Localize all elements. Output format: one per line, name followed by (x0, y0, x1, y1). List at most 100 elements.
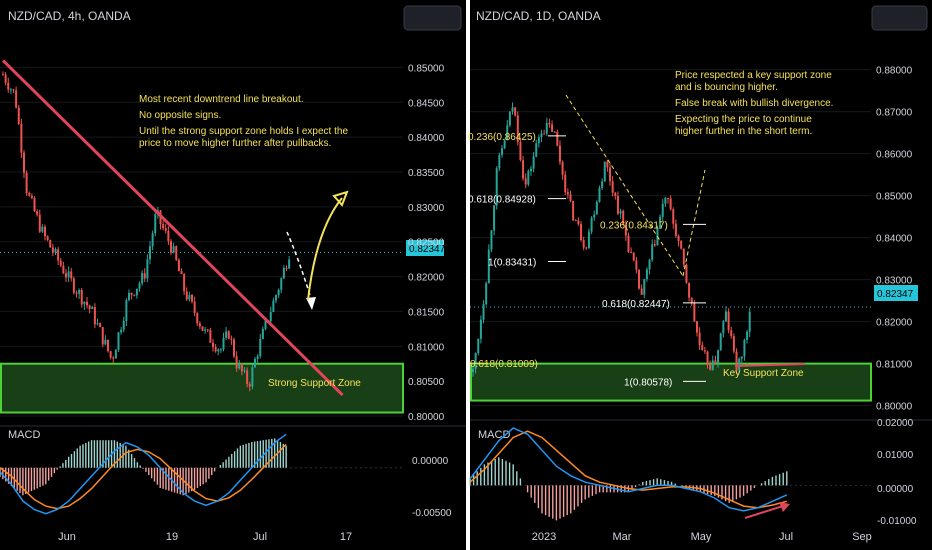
candle-body (508, 111, 511, 126)
left-note-line-1: Most recent downtrend line breakout. (139, 94, 304, 105)
price-tick-label: 0.80000 (876, 402, 913, 413)
right-note-line-4: Expecting the price to continue (675, 114, 812, 125)
candle-body (727, 311, 730, 331)
candle-body (556, 131, 559, 146)
price-tick-label: 0.81500 (408, 307, 445, 318)
divergence-arrowhead-icon (779, 502, 790, 512)
candle-body (511, 107, 514, 112)
candle-body (490, 230, 493, 250)
candle-body (709, 364, 712, 370)
candle-body (288, 259, 291, 269)
right-panel-button[interactable] (871, 5, 928, 31)
candle-body (738, 358, 741, 371)
candle-body (698, 332, 701, 346)
candle-body (587, 231, 590, 248)
candle-body (580, 224, 583, 240)
candle-body (248, 384, 251, 387)
right-note-line-5: higher further in the short term. (675, 126, 812, 137)
candle-body (78, 289, 81, 294)
candle-body (474, 353, 477, 369)
candle-body (493, 205, 496, 231)
candle-body (67, 271, 70, 278)
candle-body (548, 123, 551, 125)
candle-body (677, 235, 680, 242)
left-note-line-4: price to move higher further after pullb… (139, 138, 331, 149)
candle-body (635, 260, 638, 270)
candle-body (261, 328, 264, 339)
candle-body (519, 141, 522, 161)
left-macd-tick-0: 0.00000 (412, 456, 449, 467)
candle-body (251, 367, 254, 387)
candle-body (601, 181, 604, 188)
candle-body (740, 356, 743, 359)
candle-body (36, 211, 39, 215)
candle-body (269, 312, 272, 322)
candle-body (724, 311, 727, 322)
right-time-tick-4: Sep (852, 531, 872, 543)
fib-level-label: 0.618(0.82447) (602, 299, 670, 310)
candle-body (535, 143, 538, 157)
candle-body (101, 327, 104, 345)
candle-body (627, 235, 630, 252)
candle-body (277, 289, 280, 296)
candle-body (695, 321, 698, 333)
candle-body (545, 123, 548, 134)
left-macd-tick-1: -0.00500 (412, 508, 452, 519)
right-candles (472, 102, 751, 377)
candle-body (240, 363, 243, 372)
candle-body (109, 351, 112, 358)
candle-body (49, 239, 52, 248)
candle-body (630, 251, 633, 253)
right-note-line-1: Price respected a key support zone (675, 70, 832, 81)
candle-body (133, 294, 136, 296)
candle-body (167, 230, 170, 242)
candle-body (149, 246, 152, 260)
candle-body (75, 292, 78, 294)
candle-body (72, 278, 75, 293)
candle-body (275, 295, 278, 301)
candle-body (93, 307, 96, 325)
candle-body (566, 192, 569, 195)
left-time-tick-1: 19 (166, 531, 178, 543)
candle-body (495, 168, 498, 206)
candle-body (477, 338, 480, 354)
candle-body (191, 294, 194, 302)
candle-body (222, 337, 225, 350)
candle-body (146, 259, 149, 279)
candle-body (91, 307, 94, 309)
candle-body (500, 148, 503, 155)
panel-divider (466, 0, 470, 550)
right-time-tick-2: May (691, 531, 712, 543)
left-panel-button[interactable] (403, 5, 462, 31)
signal-line (469, 430, 787, 509)
candle-body (661, 203, 664, 217)
candle-body (17, 107, 20, 124)
left-time-tick-0: Jun (58, 531, 76, 543)
candle-body (577, 220, 580, 225)
candle-body (227, 331, 230, 339)
candle-body (104, 339, 107, 345)
candle-body (214, 346, 217, 352)
candle-body (51, 247, 54, 253)
candle-body (7, 82, 10, 90)
candle-body (9, 89, 12, 91)
candle-body (170, 241, 173, 253)
candle-body (180, 271, 183, 274)
candle-body (15, 90, 18, 108)
candle-body (561, 161, 564, 175)
candle-body (540, 133, 543, 138)
candle-body (603, 161, 606, 182)
candle-body (648, 259, 651, 270)
candle-body (217, 349, 220, 352)
candle-body (238, 363, 241, 369)
candle-body (706, 351, 709, 365)
candle-body (732, 336, 735, 352)
candle-body (20, 123, 23, 153)
price-tick-label: 0.83000 (408, 203, 445, 214)
right-note-line-2: and is bouncing higher. (675, 82, 778, 93)
candle-body (230, 338, 233, 340)
candle-body (743, 339, 746, 357)
left-time-tick-3: 17 (340, 531, 352, 543)
left-price-axis: 0.85000 0.84500 0.84000 0.83500 0.83000 0.825… (408, 63, 445, 423)
candle-body (88, 305, 91, 309)
